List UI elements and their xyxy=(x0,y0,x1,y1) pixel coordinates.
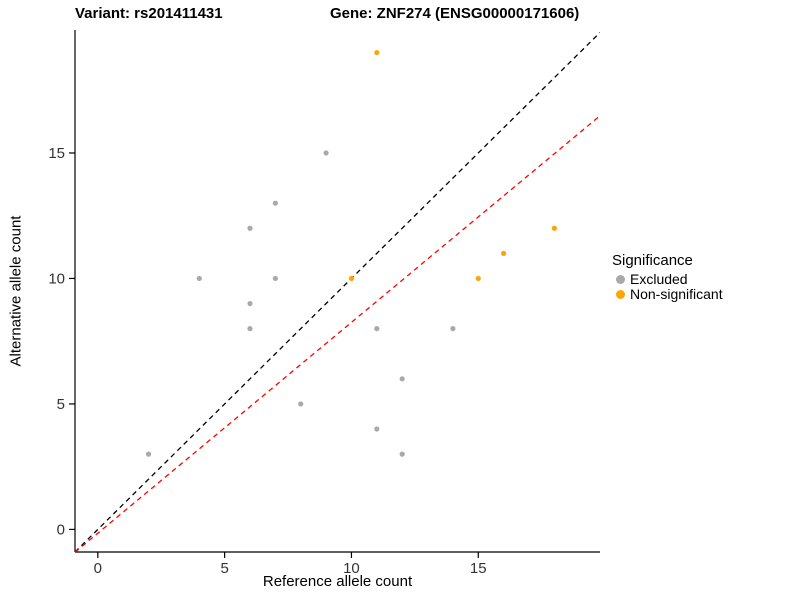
y-tick-label: 5 xyxy=(57,396,65,413)
x-axis-title: Reference allele count xyxy=(262,573,413,590)
data-point-excluded xyxy=(272,275,278,282)
fit-line xyxy=(75,115,600,552)
gene-title: Gene: ZNF274 (ENSG00000171606) xyxy=(330,5,580,22)
legend-title: Significance xyxy=(612,252,693,269)
non-significant-dot-icon xyxy=(616,290,625,299)
data-point-excluded xyxy=(298,401,304,407)
data-point-excluded xyxy=(399,451,405,457)
x-tick-label: 10 xyxy=(343,560,360,577)
legend-item-non-significant: Non-significant xyxy=(612,287,723,302)
y-tick-label: 15 xyxy=(48,145,65,162)
x-tick-label: 5 xyxy=(220,560,228,577)
data-point-excluded xyxy=(450,326,456,332)
data-point-non-significant xyxy=(475,275,481,282)
data-point-excluded xyxy=(247,326,253,332)
y-tick-label: 10 xyxy=(48,270,65,287)
legend-item-excluded: Excluded xyxy=(612,272,723,287)
data-point-non-significant xyxy=(348,275,355,282)
data-point-non-significant xyxy=(551,225,557,231)
identity-line xyxy=(75,32,600,552)
legend-label-non-significant: Non-significant xyxy=(630,286,723,302)
x-tick-label: 15 xyxy=(470,560,487,577)
legend: Significance Excluded Non-significant xyxy=(612,252,723,302)
data-point-excluded xyxy=(374,326,380,332)
data-point-non-significant xyxy=(501,250,507,256)
legend-label-excluded: Excluded xyxy=(630,271,688,287)
data-point-excluded xyxy=(145,451,152,457)
data-point-excluded xyxy=(272,200,278,206)
data-point-non-significant xyxy=(374,49,380,56)
x-tick-label: 0 xyxy=(94,560,102,577)
data-point-excluded xyxy=(399,376,405,382)
y-axis-title: Alternative allele count xyxy=(7,215,25,367)
data-point-excluded xyxy=(247,300,253,307)
data-point-excluded xyxy=(374,426,380,432)
variant-title: Variant: rs201411431 xyxy=(75,5,223,22)
data-point-excluded xyxy=(196,275,202,282)
data-point-excluded xyxy=(323,150,329,156)
excluded-dot-icon xyxy=(616,275,625,284)
data-point-excluded xyxy=(247,225,253,231)
y-tick-label: 0 xyxy=(57,521,65,538)
